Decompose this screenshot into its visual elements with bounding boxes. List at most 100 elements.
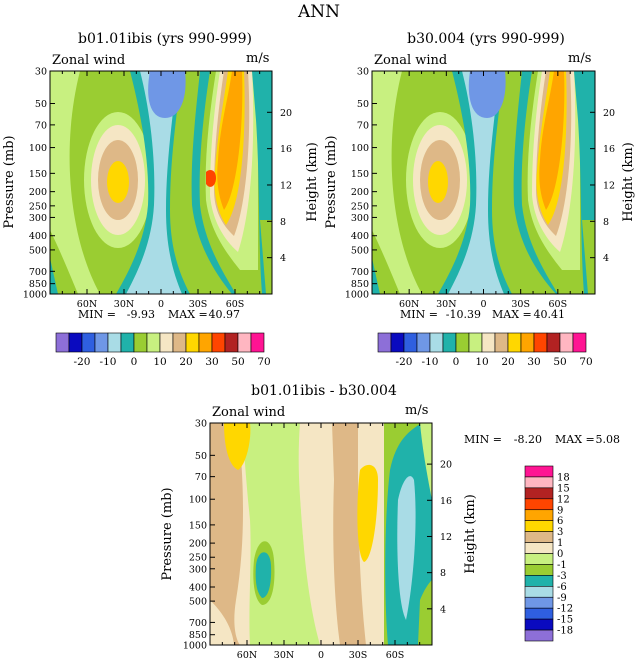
legend-bottom-label: -1 — [557, 560, 567, 571]
panel-3-ylabel-right: Height (km) — [463, 494, 478, 574]
legend-bottom-swatch — [524, 596, 554, 609]
panel-3-ytick-label: 1000 — [183, 641, 207, 652]
panel-3-xtick-label: 30S — [349, 650, 368, 661]
legend-top-swatch — [455, 332, 470, 353]
panel-1-ytick-label: 100 — [29, 143, 47, 154]
panel-3-ytick-label: 50 — [195, 451, 207, 462]
panel-3-xtick-label: 60N — [237, 650, 257, 661]
panel-3-contour-field — [210, 423, 432, 645]
panel-1-xtick-label: 60N — [77, 299, 97, 310]
legend-top-label: 20 — [501, 356, 514, 368]
panel-3-max-label: MAX = — [555, 433, 595, 446]
legend-top-swatch — [559, 332, 574, 353]
legend-bottom-label: 18 — [557, 472, 570, 483]
legend-bottom-label: -18 — [557, 626, 573, 637]
legend-top-swatch — [185, 332, 200, 353]
legend-bottom-swatch — [524, 476, 554, 489]
panel-1-ytick-label: 250 — [29, 201, 47, 212]
panel-2-ytick-label: 200 — [351, 187, 369, 198]
panel-1-ytick-right-label: 16 — [280, 144, 292, 155]
panel-2-ylabel: Pressure (mb) — [324, 135, 339, 228]
legend-top-swatch — [377, 332, 392, 353]
legend-top-swatch — [546, 332, 561, 353]
panel-1-ytick-right-label: 8 — [280, 217, 286, 228]
panel-2-contour-field — [372, 71, 595, 294]
panel-2-ytick-label: 1000 — [345, 290, 369, 301]
panel-1-ytick-label: 850 — [29, 279, 47, 290]
panel-1-contour-field — [50, 71, 272, 294]
panel-2-xtick-label: 60N — [399, 299, 419, 310]
legend-bottom-label: 3 — [557, 527, 563, 538]
legend-bottom-swatch — [524, 531, 554, 543]
panel-2-ytick-right-label: 12 — [603, 180, 615, 191]
panel-2-ytick-label: 500 — [351, 245, 369, 256]
legend-top-swatch — [494, 332, 509, 353]
legend-top-swatch — [55, 332, 70, 353]
panel-3-stats: MIN = -8.20 MAX = 5.08 — [464, 433, 620, 446]
panel-1-ytick-label: 150 — [29, 169, 47, 180]
panel-1-ytick-label: 300 — [29, 213, 47, 224]
panel-2-ylabel-right: Height (km) — [621, 142, 636, 222]
legend-top-swatch — [211, 332, 226, 353]
legend-top-label: -10 — [422, 356, 439, 368]
panel-1-ytick-label: 400 — [29, 231, 47, 242]
legend-bottom-label: 0 — [557, 549, 563, 560]
legend-top-swatch — [237, 332, 252, 353]
panel-3-min-label: MIN = — [464, 433, 502, 446]
panel-2-ytick-label: 300 — [351, 213, 369, 224]
legend-bottom-swatch — [524, 542, 554, 554]
legend-bottom-swatch — [524, 629, 554, 642]
panel-1-xtick-label: 60S — [226, 299, 245, 310]
panel-3: b01.01ibis - b30.004 Zonal wind m/s 3050… — [160, 383, 620, 661]
legend-top-label: 20 — [179, 356, 192, 368]
panel-1-label-right: m/s — [246, 51, 269, 66]
panel-1-max-label: MAX = — [168, 308, 208, 321]
legend-top-swatch — [81, 332, 96, 353]
legend-top-swatch — [94, 332, 109, 353]
panel-3-title: b01.01ibis - b30.004 — [251, 383, 397, 399]
panel-2-ytick-label: 150 — [351, 169, 369, 180]
panel-1-ylabel-right: Height (km) — [305, 142, 320, 222]
legend-top-label: 50 — [231, 356, 244, 368]
panel-3-ytick-right-label: 4 — [440, 604, 446, 615]
legend-bottom-swatch — [524, 586, 554, 598]
panel-3-ytick-label: 300 — [189, 564, 207, 575]
panel-1-ytick-label: 70 — [35, 120, 47, 131]
panel-2-stats: MIN = -10.39 MAX = 40.41 — [400, 308, 565, 321]
legend-top-label: 30 — [205, 356, 218, 368]
legend-top-swatch — [403, 332, 418, 353]
legend-top-label: 0 — [131, 356, 138, 368]
legend-top-label: -20 — [74, 356, 91, 368]
legend-top-label: 50 — [553, 356, 566, 368]
legend-bottom-swatch — [524, 564, 554, 576]
legend-bottom-swatch — [524, 553, 554, 565]
legend-bottom-label: 9 — [557, 505, 563, 516]
legend-top-swatch — [481, 332, 496, 353]
panel-3-ytick-label: 500 — [189, 597, 207, 608]
panel-2-xtick-label: 0 — [480, 299, 486, 310]
panel-2-ytick-label: 850 — [351, 279, 369, 290]
legend-top-swatch — [146, 332, 161, 353]
panel-1-min-value: -9.93 — [127, 308, 155, 321]
legend-bottom-swatch — [524, 487, 554, 500]
panel-2-ytick-right-label: 4 — [603, 253, 609, 264]
legend-top-swatch — [224, 332, 239, 353]
panel-3-ytick-label: 250 — [189, 553, 207, 564]
panel-1-title: b01.01ibis (yrs 990-999) — [78, 31, 252, 47]
panel-1-label-left: Zonal wind — [52, 53, 125, 68]
panel-3-label-right: m/s — [405, 403, 428, 418]
panel-1-ylabel: Pressure (mb) — [2, 135, 17, 228]
panel-3-ytick-label: 30 — [195, 419, 207, 430]
legend-top-swatch — [572, 332, 587, 353]
legend-bottom-label: 12 — [557, 494, 570, 505]
legend-top-right: -20 -10 0 10 20 30 50 70 — [377, 332, 593, 368]
legend-bottom-swatch — [524, 607, 554, 620]
legend-top-label: 30 — [527, 356, 540, 368]
panel-2-ytick-label: 70 — [357, 120, 369, 131]
panel-1-xtick-label: 30S — [189, 299, 208, 310]
legend-top-swatch — [520, 332, 535, 353]
